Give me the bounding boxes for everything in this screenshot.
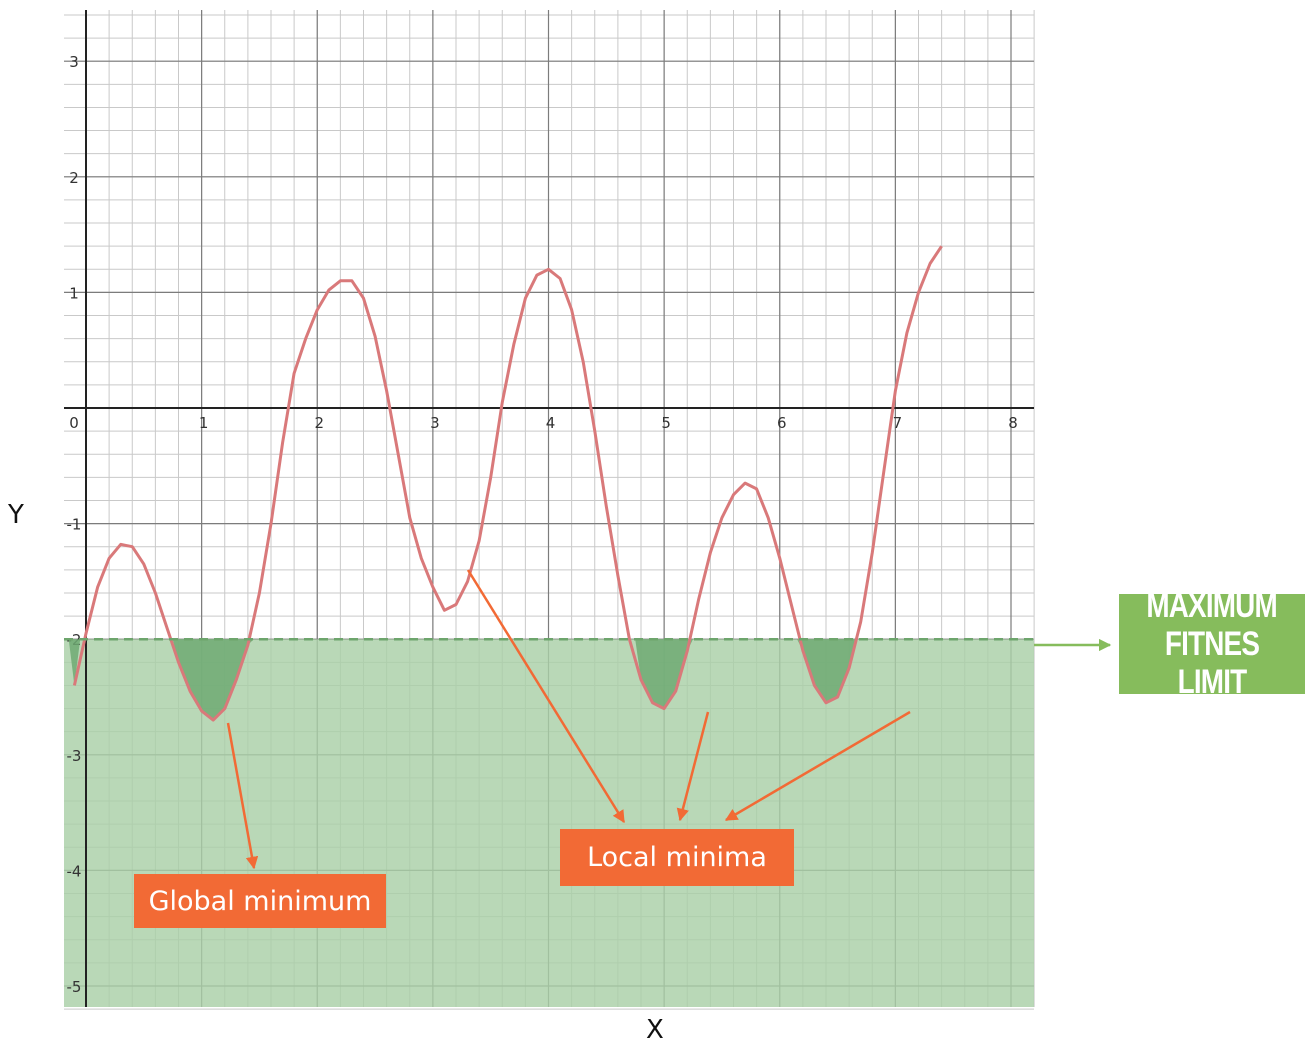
arrow-local-minimum-1	[466, 569, 626, 824]
arrow-local-minimum-2	[676, 711, 710, 822]
limit-label-line2: FITNES LIMIT	[1164, 625, 1260, 701]
series-line	[72, 245, 943, 722]
y-tick-label: -4	[67, 862, 82, 880]
y-tick-label: 2	[69, 169, 79, 187]
local-minima-label: Local minima	[560, 829, 794, 886]
x-tick-label: 3	[430, 414, 440, 432]
x-axis-label: X	[646, 1015, 664, 1045]
basin-fill	[172, 639, 254, 721]
y-tick-label: -1	[67, 516, 82, 534]
x-tick-label: 6	[777, 414, 787, 432]
x-tick-label: 5	[661, 414, 671, 432]
origin-label: 0	[69, 414, 79, 432]
arrows-layer	[226, 569, 1112, 870]
series-layer	[64, 245, 1034, 722]
global-minimum-label: Global minimum	[134, 874, 386, 928]
arrow-global-minimum	[226, 722, 259, 870]
axes	[64, 10, 1034, 1007]
y-axis-label: Y	[8, 500, 24, 530]
y-tick-label: 3	[69, 53, 79, 71]
x-tick-label: 7	[893, 414, 903, 432]
x-tick-label: 8	[1008, 414, 1018, 432]
limit-label-line1: MAXIMUM	[1146, 587, 1278, 625]
y-tick-label: 1	[69, 284, 79, 302]
x-tick-label: 1	[199, 414, 209, 432]
x-tick-label: 2	[314, 414, 324, 432]
y-tick-label: -3	[67, 747, 82, 765]
x-tick-label: 4	[546, 414, 556, 432]
y-tick-label: -5	[67, 978, 82, 996]
maximum-fitness-limit-label: MAXIMUM FITNES LIMIT	[1119, 587, 1305, 701]
arrow-local-minimum-3	[724, 710, 911, 822]
basin-fill	[635, 639, 693, 709]
basin-fill	[68, 639, 81, 686]
